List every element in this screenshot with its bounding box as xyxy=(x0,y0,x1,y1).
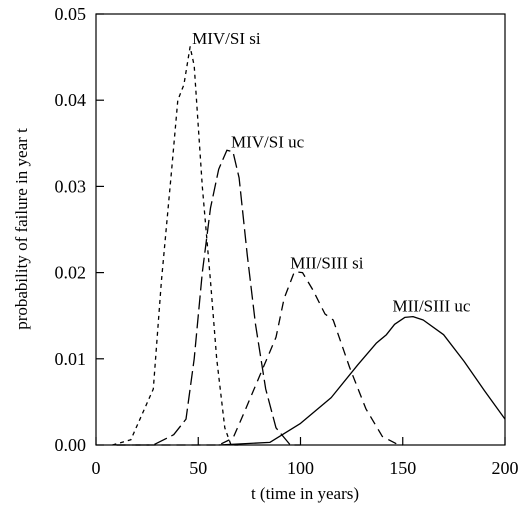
y-tick-label: 0.01 xyxy=(55,349,87,369)
x-axis-label: t (time in years) xyxy=(251,484,359,503)
series-line-1 xyxy=(112,46,240,446)
series-line-3 xyxy=(116,271,403,446)
x-tick-label: 150 xyxy=(389,458,416,478)
y-axis-label: probability of failure in year t xyxy=(12,128,31,330)
series-label-1: MIV/SI si xyxy=(192,29,261,48)
y-tick-label: 0.00 xyxy=(55,435,87,455)
plot-frame xyxy=(95,13,506,446)
x-tick-label: 0 xyxy=(92,458,101,478)
series-line-2 xyxy=(116,149,301,446)
series-label-3: MII/SIII si xyxy=(290,253,363,272)
series-label-2: MIV/SI uc xyxy=(231,133,305,152)
y-tick-label: 0.03 xyxy=(55,176,87,196)
series-label-4: MII/SIII uc xyxy=(393,296,471,315)
y-tick-label: 0.04 xyxy=(55,90,87,110)
series-layer xyxy=(112,46,506,446)
y-tick-label: 0.05 xyxy=(55,4,87,24)
ticks-layer: 0 50 100 150 200 0.00 0.01 0.02 0.03 0.04 0.05 xyxy=(55,4,519,478)
labels-layer: MIV/SI si MIV/SI uc MII/SIII si MII/SIII uc xyxy=(192,29,471,315)
x-tick-label: 200 xyxy=(492,458,519,478)
x-tick-label: 100 xyxy=(287,458,314,478)
y-tick-label: 0.02 xyxy=(55,263,87,283)
x-tick-label: 50 xyxy=(189,458,207,478)
series-line-4 xyxy=(218,315,506,446)
